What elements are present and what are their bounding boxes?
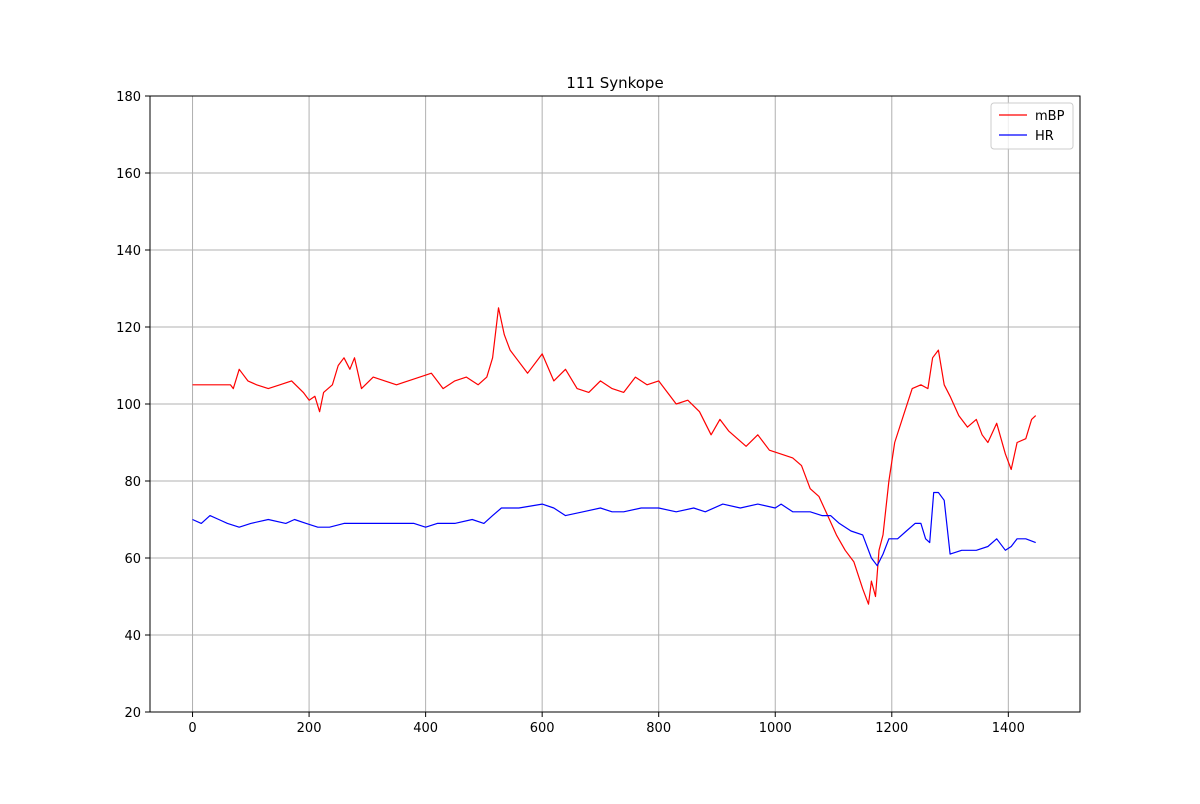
legend-label: HR (1035, 129, 1054, 144)
y-tick-label: 40 (124, 629, 141, 644)
series-line-hr (192, 491, 1036, 567)
axis-ticks: 0 200 400 600 800 1000 1200 1400 20 40 60 80 100 120 1… (116, 90, 1025, 736)
x-tick-label: 1000 (759, 721, 792, 736)
grid (150, 96, 1080, 712)
y-tick-label: 60 (124, 552, 141, 567)
y-tick-label: 100 (116, 398, 141, 413)
y-tick-label: 120 (116, 321, 141, 336)
series-group (192, 307, 1037, 605)
legend: mBP HR (990, 102, 1074, 150)
series-line-mbp (192, 307, 1037, 605)
x-tick-label: 600 (530, 721, 555, 736)
x-tick-label: 200 (297, 721, 322, 736)
x-tick-label: 800 (646, 721, 671, 736)
x-tick-label: 0 (188, 721, 196, 736)
y-tick-label: 160 (116, 167, 141, 182)
x-tick-label: 400 (413, 721, 438, 736)
chart-title: 111 Synkope (566, 74, 663, 92)
y-tick-label: 180 (116, 90, 141, 105)
y-tick-label: 20 (124, 706, 141, 721)
x-tick-label: 1400 (992, 721, 1025, 736)
legend-label: mBP (1035, 109, 1065, 124)
x-tick-label: 1200 (875, 721, 908, 736)
y-tick-label: 80 (124, 475, 141, 490)
y-tick-label: 140 (116, 244, 141, 259)
